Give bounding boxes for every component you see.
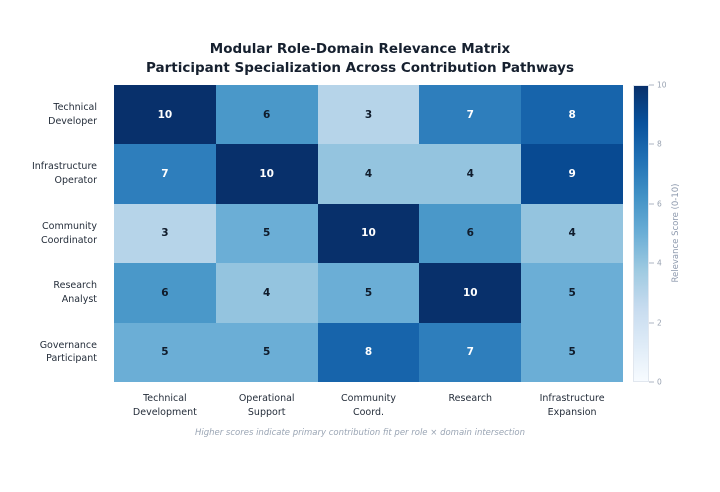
heatmap-cell: 3 <box>317 85 420 145</box>
tick-mark <box>649 84 654 86</box>
row-label: Technical Developer <box>48 101 97 127</box>
heatmap-cell: 10 <box>215 144 318 204</box>
column-label: Technical Development <box>132 393 197 418</box>
colorbar-tick: 8 <box>649 140 662 149</box>
colorbar-gradient <box>633 85 649 382</box>
colorbar-tick: 6 <box>649 199 662 208</box>
colorbar-ticks: 0 2 4 6 8 10 <box>649 81 683 387</box>
heatmap-cell: 8 <box>521 85 623 145</box>
tick-label: 6 <box>657 199 662 209</box>
heatmap-cell: 8 <box>317 322 420 382</box>
column-label: Operational Support <box>238 393 295 418</box>
chart-subtitle: Participant Specialization Across Contri… <box>145 59 575 76</box>
heatmap-cell: 3 <box>114 203 216 264</box>
y-axis-row-labels: Technical Developer Infrastructure Operat… <box>6 85 106 382</box>
column-label: Infrastructure Expansion <box>539 393 605 418</box>
heatmap-cell: 5 <box>215 322 318 382</box>
colorbar-tick: 2 <box>649 318 662 327</box>
chart-footnote: Higher scores indicate primary contribut… <box>194 428 526 438</box>
tick-label: 10 <box>657 80 667 90</box>
heatmap-cell: 5 <box>521 263 623 323</box>
heatmap-cell: 10 <box>317 203 420 264</box>
heatmap-cell: 5 <box>317 263 420 323</box>
row-label: Research Analyst <box>53 280 97 305</box>
heatmap-cell: 7 <box>419 322 522 382</box>
heatmap-cell: 10 <box>419 263 522 323</box>
colorbar-axis-label: Relevance Score (0-10) <box>671 183 681 283</box>
tick-mark <box>649 381 654 383</box>
heatmap-cell: 6 <box>114 263 216 323</box>
tick-mark <box>649 262 654 264</box>
heatmap-cell: 5 <box>521 322 623 382</box>
heatmap-cell: 6 <box>215 85 318 145</box>
heatmap-cell: 6 <box>419 203 522 264</box>
tick-label: 0 <box>657 377 662 387</box>
tick-mark <box>649 143 654 145</box>
heatmap-cell: 4 <box>419 144 522 204</box>
heatmap-grid: 10 6 3 7 8 7 10 4 4 9 3 5 10 6 4 6 4 5 10 5 5 5 8 7 5 <box>114 85 623 382</box>
tick-label: 4 <box>657 258 662 268</box>
heatmap-cell: 4 <box>521 203 623 264</box>
colorbar-tick: 0 <box>649 378 662 387</box>
row-label: Community Coordinator <box>41 220 97 246</box>
heatmap-cell: 7 <box>114 144 216 204</box>
row-label: Governance Participant <box>39 339 97 365</box>
chart-title-block: Modular Role-Domain Relevance Matrix Par… <box>0 40 720 78</box>
column-label: Research <box>448 393 493 404</box>
colorbar-tick: 10 <box>649 81 667 90</box>
chart-title: Modular Role-Domain Relevance Matrix <box>209 41 511 57</box>
tick-label: 2 <box>657 318 662 328</box>
tick-mark <box>649 322 654 324</box>
x-axis-column-labels: Technical Development Operational Support… <box>114 392 623 420</box>
tick-mark <box>649 203 654 205</box>
heatmap-cell: 5 <box>114 322 216 382</box>
colorbar-tick: 4 <box>649 259 662 268</box>
row-label: Infrastructure Operator <box>31 161 97 187</box>
heatmap-cell: 5 <box>215 203 318 264</box>
heatmap-cell: 9 <box>521 144 623 204</box>
column-label: Community Coord. <box>341 393 396 418</box>
heatmap-cell: 10 <box>114 85 216 145</box>
heatmap-cell: 7 <box>419 85 522 145</box>
heatmap-cell: 4 <box>317 144 420 204</box>
heatmap-cell: 4 <box>215 263 318 323</box>
tick-label: 8 <box>657 139 662 149</box>
